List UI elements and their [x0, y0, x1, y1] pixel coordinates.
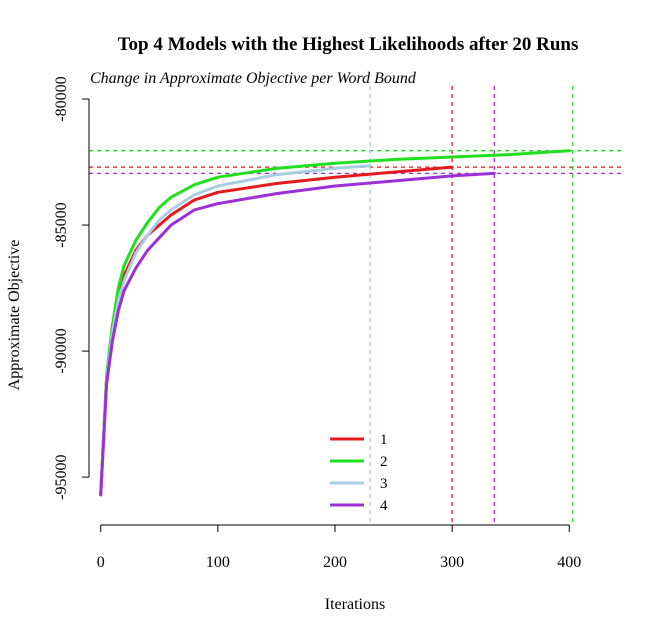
legend-label-1: 1: [380, 432, 388, 448]
x-tick-label: 400: [557, 554, 581, 571]
x-axis-label: Iterations: [325, 596, 385, 613]
series-line-3: [99, 164, 372, 497]
series-line-2: [99, 149, 571, 497]
x-tick-label: 100: [206, 554, 230, 571]
y-tick-label: -90000: [53, 328, 70, 373]
axes: -80000 -85000 -90000 -95000 0 100 200 300 400: [53, 76, 581, 571]
legend-label-2: 2: [380, 454, 388, 470]
x-tick-label: 200: [323, 554, 347, 571]
y-tick-label: -95000: [53, 454, 70, 499]
x-tick-label: 300: [440, 554, 464, 571]
legend: 1 2 3 4: [330, 432, 388, 514]
chart-title: Top 4 Models with the Highest Likelihood…: [118, 34, 579, 55]
chart-subtitle: Change in Approximate Objective per Word…: [90, 70, 417, 87]
legend-label-4: 4: [380, 498, 388, 514]
legend-label-3: 3: [380, 476, 388, 492]
x-tick-label: 0: [97, 554, 105, 571]
y-tick-label: -85000: [53, 202, 70, 247]
y-axis-label: Approximate Objective: [6, 240, 23, 391]
series-line-4: [99, 171, 496, 497]
series-lines: [99, 149, 571, 497]
y-tick-label: -80000: [53, 76, 70, 121]
